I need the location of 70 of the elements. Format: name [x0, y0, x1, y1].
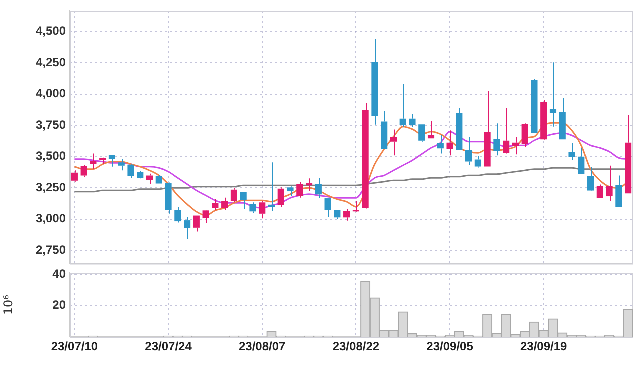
- x-tick-label: 23/08/07: [239, 340, 286, 354]
- candlestick: [118, 159, 125, 172]
- y-axis-title: 10⁶: [1, 294, 16, 316]
- candlestick: [568, 143, 576, 161]
- candlestick: [587, 166, 594, 191]
- y-tick-label: 4,500: [36, 24, 66, 38]
- candlestick: [193, 216, 200, 232]
- candlestick: [456, 108, 463, 151]
- y-tick-label: 3,250: [36, 180, 66, 194]
- candlestick: [268, 162, 276, 212]
- candlestick: [512, 136, 519, 156]
- candlestick: [344, 208, 350, 222]
- candlestick: [418, 124, 426, 142]
- candlestick: [278, 187, 284, 208]
- candlestick: [174, 206, 182, 224]
- candlestick: [296, 182, 304, 198]
- candlestick: [494, 123, 500, 156]
- candlestick: [606, 165, 613, 202]
- y-tick-label: 3,750: [36, 118, 66, 132]
- candlestick: [306, 178, 313, 192]
- candlestick: [522, 124, 528, 148]
- candlestick: [559, 98, 566, 140]
- candlestick: [390, 129, 398, 156]
- candlestick: [230, 188, 238, 204]
- x-tick-label: 23/09/05: [426, 340, 474, 354]
- x-tick-label: 23/07/24: [145, 340, 192, 354]
- candlestick: [540, 100, 548, 140]
- candlestick: [446, 130, 454, 156]
- candlestick: [250, 202, 256, 214]
- y-tick-label: 4,250: [36, 55, 66, 70]
- candlestick: [625, 114, 632, 194]
- candlestick: [90, 153, 97, 170]
- candlestick: [202, 210, 210, 224]
- x-tick-label: 23/07/10: [51, 340, 98, 354]
- x-tick-label: 23/09/19: [520, 340, 568, 354]
- candlestick: [156, 175, 162, 184]
- candlestick: [616, 175, 622, 208]
- candlestick: [550, 62, 557, 128]
- y-tick-label: 3,000: [36, 212, 66, 226]
- candlestick: [259, 200, 266, 220]
- candlestick: [381, 110, 388, 150]
- y-tick-label: 4,000: [36, 86, 66, 101]
- candlestick: [428, 120, 435, 139]
- candlestick: [287, 186, 294, 197]
- candlestick: [146, 173, 154, 185]
- candlestick: [578, 148, 585, 175]
- y-tick-label: 2,750: [36, 242, 66, 257]
- candlestick: [315, 178, 322, 200]
- y-tick-label: 40: [52, 267, 66, 282]
- candlestick: [466, 136, 472, 166]
- candlestick: [184, 216, 191, 240]
- candlestick: [240, 192, 247, 210]
- candlestick: [474, 156, 482, 168]
- candlestick: [334, 210, 341, 220]
- candlestick: [409, 114, 416, 128]
- candlestick: [222, 197, 228, 211]
- candlestick: [362, 102, 369, 208]
- candlestick: [484, 90, 491, 167]
- x-tick-label: 23/08/22: [332, 340, 380, 354]
- candlestick: [324, 198, 332, 218]
- y-tick-label: 3,500: [36, 149, 66, 164]
- candlestick: [531, 78, 538, 134]
- candlestick: [212, 198, 219, 212]
- candlestick: [400, 84, 406, 128]
- candlestick: [71, 170, 78, 182]
- candlestick: [372, 38, 378, 126]
- y-tick-label: 20: [52, 298, 66, 312]
- candlestick: [352, 200, 360, 212]
- candlestick: [503, 108, 510, 154]
- candlestick: [437, 135, 444, 154]
